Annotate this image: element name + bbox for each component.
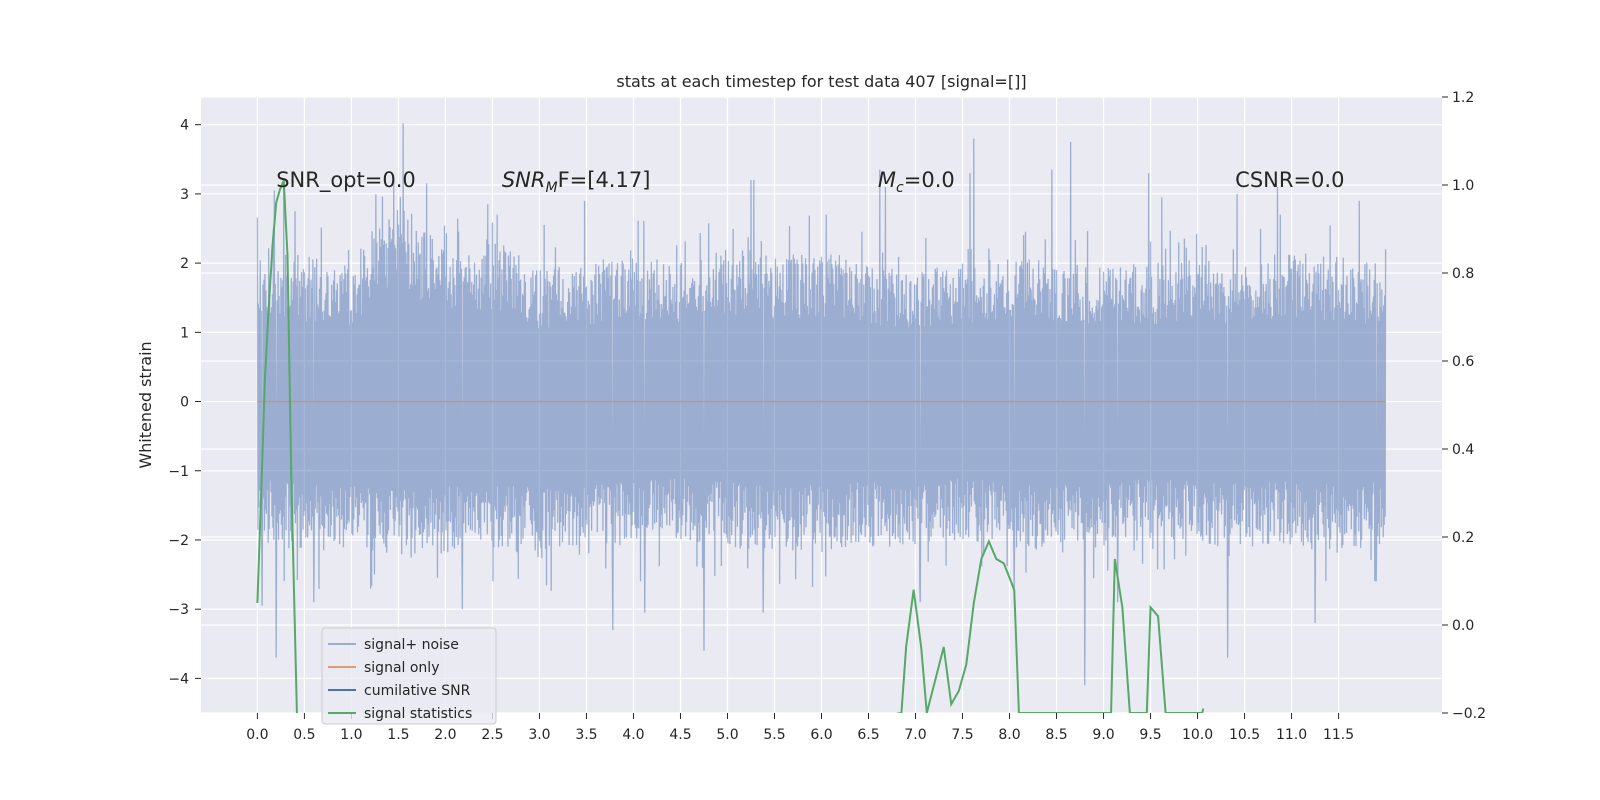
y-tick-label: 2 [180, 256, 189, 272]
x-axis: 0.0 0.5 1.0 1.5 2.0 2.5 3.0 3.5 4.0 4.5 5.0 5.5 6.0 6… [246, 713, 1354, 743]
x-tick-label: 1.0 [340, 727, 362, 743]
x-tick-label: 6.0 [810, 727, 832, 743]
x-tick-label: 7.5 [951, 727, 973, 743]
x-tick-label: 6.5 [857, 727, 879, 743]
annotations: SNR_opt=0.0 SNRMF=[4.17] Mc=0.0 CSNR=0.0 [276, 168, 1344, 196]
x-tick-label: 10.5 [1229, 727, 1260, 743]
y2-tick-label: −0.2 [1452, 706, 1486, 722]
stat-annotation: SNRMF=[4.17] [502, 168, 651, 196]
x-tick-label: 8.0 [998, 727, 1020, 743]
stat-annotation: SNR_opt=0.0 [276, 168, 416, 193]
y-tick-label: −3 [168, 602, 189, 618]
y-tick-label: 3 [180, 187, 189, 203]
x-tick-label: 8.5 [1045, 727, 1067, 743]
y2-tick-label: 0.8 [1452, 266, 1474, 282]
x-tick-label: 2.0 [434, 727, 456, 743]
x-tick-label: 2.5 [481, 727, 503, 743]
x-tick-label: 9.5 [1139, 727, 1161, 743]
x-tick-label: 0.5 [293, 727, 315, 743]
x-tick-label: 1.5 [387, 727, 409, 743]
x-tick-label: 5.0 [716, 727, 738, 743]
legend: signal+ noise signal only cumilative SNR si… [321, 627, 497, 725]
x-tick-label: 11.0 [1276, 727, 1307, 743]
y-tick-label: −1 [168, 464, 189, 480]
x-tick-label: 10.0 [1182, 727, 1213, 743]
series-signal-noise [256, 123, 1387, 686]
x-tick-label: 3.5 [575, 727, 597, 743]
x-tick-label: 9.0 [1092, 727, 1114, 743]
x-tick-label: 3.0 [528, 727, 550, 743]
series-signal-statistics [256, 180, 1205, 713]
stat-annotation: CSNR=0.0 [1235, 168, 1344, 192]
legend-label: signal statistics [364, 706, 472, 722]
y2-tick-label: 0.2 [1452, 530, 1474, 546]
legend-box [321, 627, 497, 725]
y2-tick-label: 0.4 [1452, 442, 1474, 458]
stat-annotation: Mc=0.0 [878, 168, 955, 196]
y-axis-label: Whitened strain [136, 341, 155, 468]
x-tick-label: 4.0 [622, 727, 644, 743]
y2-tick-label: 0.0 [1452, 618, 1474, 634]
y-tick-label: 4 [180, 118, 189, 134]
chart-title: stats at each timestep for test data 407… [616, 72, 1026, 91]
x-tick-label: 0.0 [246, 727, 268, 743]
y2-tick-label: 0.6 [1452, 354, 1474, 370]
x-tick-label: 4.5 [669, 727, 691, 743]
legend-label: signal+ noise [364, 637, 459, 653]
y-tick-label: 1 [180, 325, 189, 341]
y2-tick-label: 1.2 [1452, 90, 1474, 106]
x-tick-label: 11.5 [1323, 727, 1354, 743]
x-tick-label: 7.0 [904, 727, 926, 743]
legend-label: signal only [364, 660, 439, 676]
legend-label: cumilative SNR [364, 683, 471, 699]
y-tick-label: −4 [168, 671, 189, 687]
y-axis-right: 1.2 1.0 0.8 0.6 0.4 0.2 0.0 −0.2 [1442, 90, 1486, 722]
y-tick-label: −2 [168, 533, 189, 549]
series-layer [256, 123, 1387, 713]
x-tick-label: 5.5 [763, 727, 785, 743]
y2-tick-label: 1.0 [1452, 178, 1474, 194]
y-tick-label: 0 [180, 395, 189, 411]
y-axis-left: 4 3 2 1 0 −1 −2 −3 −4 [168, 118, 201, 687]
